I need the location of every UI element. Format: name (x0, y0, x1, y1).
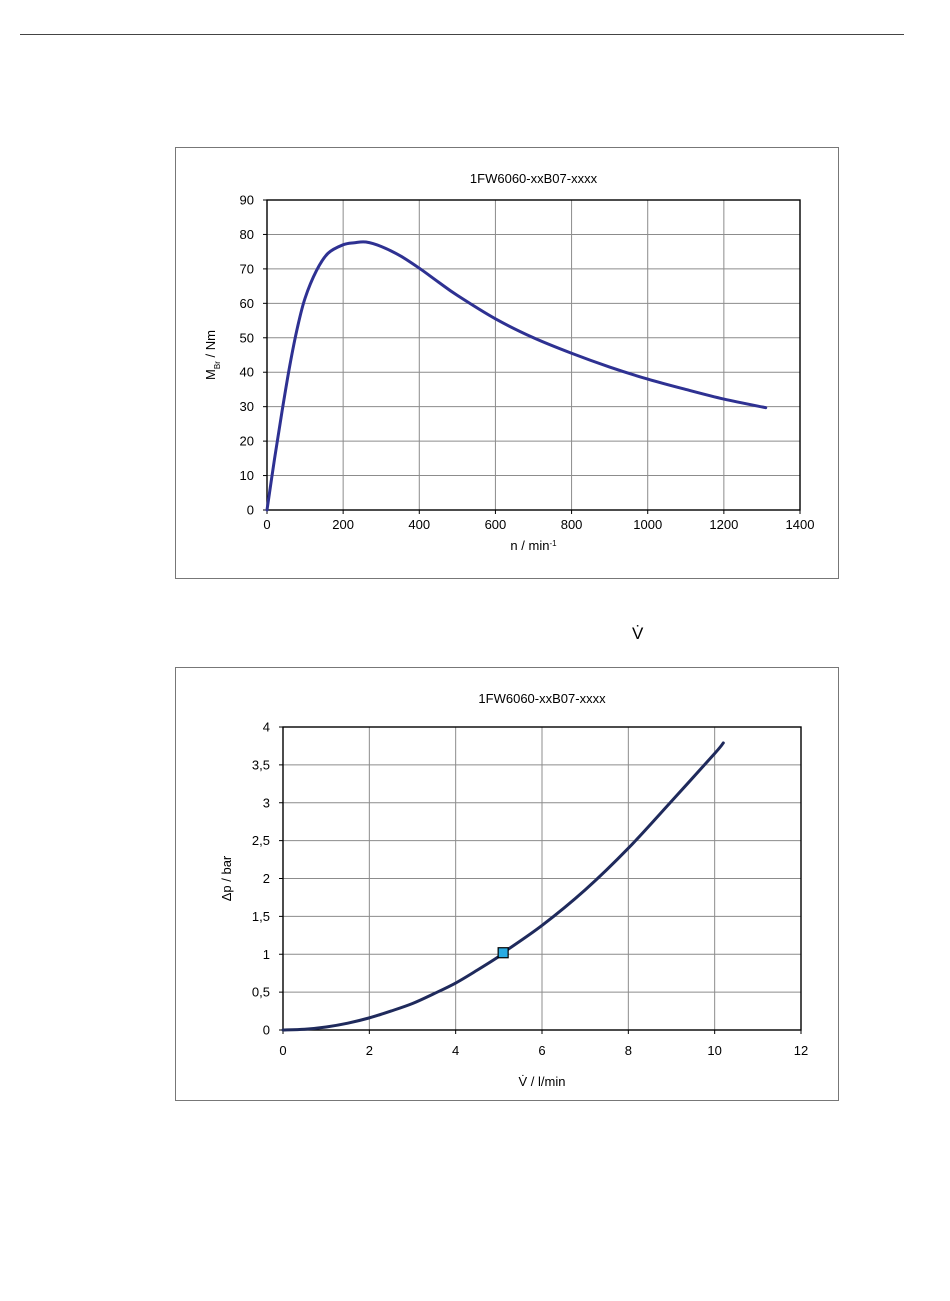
y-tick-label: 0 (263, 1023, 270, 1038)
x-tick-label: 4 (452, 1043, 459, 1058)
pressure-drop-chart: 1FW6060-xxB07-xxxx 0 2 4 6 8 10 12 0 0,5 1 1,5 2 2,5 3… (175, 667, 839, 1101)
chart-title: 1FW6060-xxB07-xxxx (478, 691, 606, 706)
x-tick-label: 1400 (786, 517, 815, 532)
y-tick-label: 0,5 (252, 985, 270, 1000)
gridlines (267, 200, 800, 510)
y-tick-label: 40 (240, 365, 254, 380)
x-tick-label: 800 (561, 517, 583, 532)
x-tick-label: 0 (279, 1043, 286, 1058)
x-tick-label: 2 (366, 1043, 373, 1058)
y-tick-label: 20 (240, 434, 254, 449)
y-tick-label: 1 (263, 947, 270, 962)
y-tick-label: 3 (263, 795, 270, 810)
y-tick-label: 30 (240, 399, 254, 414)
x-axis-label: V̇ / l/min (519, 1074, 566, 1089)
y-tick-label: 10 (240, 468, 254, 483)
y-tick-label: 0 (247, 503, 254, 518)
y-tick-label: 2,5 (252, 833, 270, 848)
x-tick-label: 0 (263, 517, 270, 532)
operating-point-marker (497, 947, 509, 959)
series-line-1 (281, 741, 725, 1032)
y-tick-label: 4 (263, 720, 270, 735)
gridlines (283, 727, 801, 1030)
y-tick-label: 80 (240, 227, 254, 242)
y-tick-label: 1,5 (252, 909, 270, 924)
flow-rate-symbol: V̇ (632, 624, 644, 643)
y-tick-label: 60 (240, 296, 254, 311)
x-axis-label: n / min-1 (510, 538, 557, 553)
y-axis-label-unit: / Nm (203, 330, 218, 361)
y-tick-label: 50 (240, 330, 254, 345)
y-axis-label-subscript: Br (213, 361, 222, 369)
x-tick-label: 12 (794, 1043, 808, 1058)
y-tick-label: 3,5 (252, 757, 270, 772)
x-tick-label: 8 (625, 1043, 632, 1058)
series-line-1 (265, 240, 768, 512)
x-tick-label: 1000 (633, 517, 662, 532)
y-axis-label: MBr / Nm (203, 330, 222, 380)
chart-title: 1FW6060-xxB07-xxxx (470, 171, 598, 186)
x-tick-label: 600 (485, 517, 507, 532)
pressure-drop-svg: 1FW6060-xxB07-xxxx 0 2 4 6 8 10 12 0 0,5 1 1,5 2 2,5 3… (219, 691, 808, 1089)
y-tick-label: 2 (263, 871, 270, 886)
y-axis-label: Δp / bar (219, 855, 234, 901)
y-tick-label: 70 (240, 261, 254, 276)
x-axis-label-superscript: -1 (549, 539, 557, 548)
top-rule (20, 34, 904, 35)
x-tick-label: 400 (408, 517, 430, 532)
y-tick-label: 90 (240, 193, 254, 208)
x-tick-label: 6 (538, 1043, 545, 1058)
x-tick-label: 1200 (709, 517, 738, 532)
x-tick-label: 10 (707, 1043, 721, 1058)
x-tick-label: 200 (332, 517, 354, 532)
braking-torque-chart: 1FW6060-xxB07-xxxx 0 200 400 600 800 1000 1200 1… (175, 147, 839, 579)
plot-area-border (266, 199, 801, 511)
